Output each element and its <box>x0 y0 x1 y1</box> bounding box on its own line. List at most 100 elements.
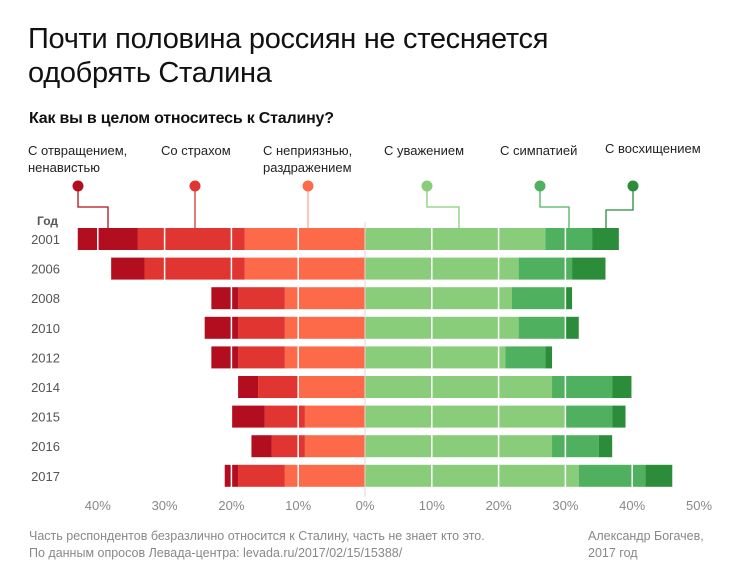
bar-segment <box>365 405 566 428</box>
footer-source: По данным опросов Левада-центра: levada.… <box>29 546 403 560</box>
legend-label: С симпатией <box>500 143 577 158</box>
bar-segment <box>244 257 365 280</box>
bar-segment <box>518 316 566 339</box>
bar-segment <box>365 376 553 398</box>
legend-label: С восхищением <box>605 141 701 156</box>
bar-segment <box>545 228 593 250</box>
bar-segment <box>552 376 613 398</box>
year-label: 2001 <box>31 232 60 247</box>
year-label: 2014 <box>31 380 60 395</box>
bar-segment <box>592 228 619 250</box>
x-tick-label: 20% <box>486 498 512 513</box>
chart-title: Почти половина россиян не стесняется одо… <box>28 22 648 90</box>
bar-segment <box>238 346 285 369</box>
bar-segment <box>144 257 245 280</box>
bar-segment <box>284 346 365 369</box>
bar-segment <box>518 257 573 280</box>
legend-connector <box>605 186 634 228</box>
legend-item: С восхищением <box>605 141 701 228</box>
bar-segment <box>284 287 365 310</box>
legend-item: Со страхом <box>161 143 231 228</box>
footer-author-name: Александр Богачев, <box>588 529 704 543</box>
x-tick-label: 50% <box>686 498 712 513</box>
bar-segment <box>572 257 606 280</box>
bar-segment <box>365 464 579 487</box>
bar-segment <box>578 464 646 487</box>
bar-segment <box>365 435 553 458</box>
legend-item: С отвращением, ненавистью <box>28 143 127 228</box>
gridlines <box>97 222 700 497</box>
x-tick-label: 40% <box>619 498 645 513</box>
x-tick-label: 10% <box>285 498 311 513</box>
x-tick-label: 0% <box>356 498 375 513</box>
bar-segment <box>505 346 546 369</box>
bar-segment <box>565 316 579 339</box>
year-labels: Год 2001 2006 2008 2010 2012 2014 2015 2016 2017 <box>31 214 60 484</box>
year-label: 2006 <box>31 262 60 277</box>
legend-label: раздражением <box>263 160 352 175</box>
bar-segment <box>258 376 299 398</box>
x-tick-label: 20% <box>218 498 244 513</box>
x-axis-ticks: 40% 30% 20% 10% 0% 10% 20% 30% 40% 50% <box>85 498 713 513</box>
bar-segment <box>552 435 599 458</box>
bar-segment <box>204 316 239 339</box>
footer-note-line-1: Часть респондентов безразлично относится… <box>29 529 485 543</box>
bar-segment <box>565 287 573 310</box>
bar-segment <box>365 316 519 339</box>
legend-connector <box>539 186 570 228</box>
bar-segment <box>238 464 285 487</box>
bar-segment <box>271 435 305 458</box>
footer-note: Часть респондентов безразлично относится… <box>29 528 569 562</box>
chart-title-line-2: одобрять Сталина <box>28 57 272 89</box>
bar-segment <box>304 405 365 428</box>
footer-year: 2017 год <box>588 546 638 560</box>
bar-segment <box>211 346 239 369</box>
legend-dot <box>72 180 84 192</box>
x-tick-label: 10% <box>419 498 445 513</box>
bar-segment <box>365 257 519 280</box>
legend-connector <box>77 186 109 228</box>
bar-segment <box>365 346 506 369</box>
bar-segment <box>244 228 365 250</box>
bar-segment <box>211 287 239 310</box>
year-label: 2010 <box>31 321 60 336</box>
bar-segment <box>511 287 566 310</box>
bar-segment <box>111 257 145 280</box>
x-tick-label: 30% <box>552 498 578 513</box>
legend-dot <box>189 180 201 192</box>
legend-item: С неприязнью, раздражением <box>263 143 352 228</box>
legend-dot <box>421 180 433 192</box>
bar-segment <box>231 405 265 428</box>
bar-segment <box>298 376 365 398</box>
chart-question: Как вы в целом относитесь к Сталину? <box>29 110 334 127</box>
bar-segment <box>545 346 553 369</box>
year-label: 2012 <box>31 350 60 365</box>
legend-label: С неприязнью, <box>263 143 352 158</box>
bar-segment <box>238 287 285 310</box>
legend-label: Со страхом <box>161 143 231 158</box>
year-label: 2017 <box>31 469 60 484</box>
bar-segment <box>365 287 512 310</box>
year-axis-header: Год <box>37 214 58 228</box>
bar-segment <box>612 376 633 398</box>
year-label: 2008 <box>31 291 60 306</box>
bar-segment <box>304 435 365 458</box>
legend-dot <box>534 180 546 192</box>
bar-segment <box>365 228 546 250</box>
x-tick-label: 30% <box>152 498 178 513</box>
bar-segment <box>565 405 613 428</box>
bar-segment <box>77 228 138 250</box>
legend: С отвращением, ненавистью Со страхом С непр… <box>28 141 701 228</box>
legend-item: С симпатией <box>500 143 577 228</box>
legend-item: С уважением <box>384 143 464 228</box>
legend-label: С отвращением, <box>28 143 127 158</box>
bar-segment <box>137 228 245 250</box>
bar-segment <box>284 464 365 487</box>
bar-segment <box>251 435 272 458</box>
legend-label: ненавистью <box>28 160 100 175</box>
bar-segment <box>284 316 365 339</box>
legend-connector <box>426 186 460 228</box>
chart-title-line-1: Почти половина россиян не стесняется <box>28 23 549 55</box>
footer-author: Александр Богачев, 2017 год <box>588 528 738 562</box>
